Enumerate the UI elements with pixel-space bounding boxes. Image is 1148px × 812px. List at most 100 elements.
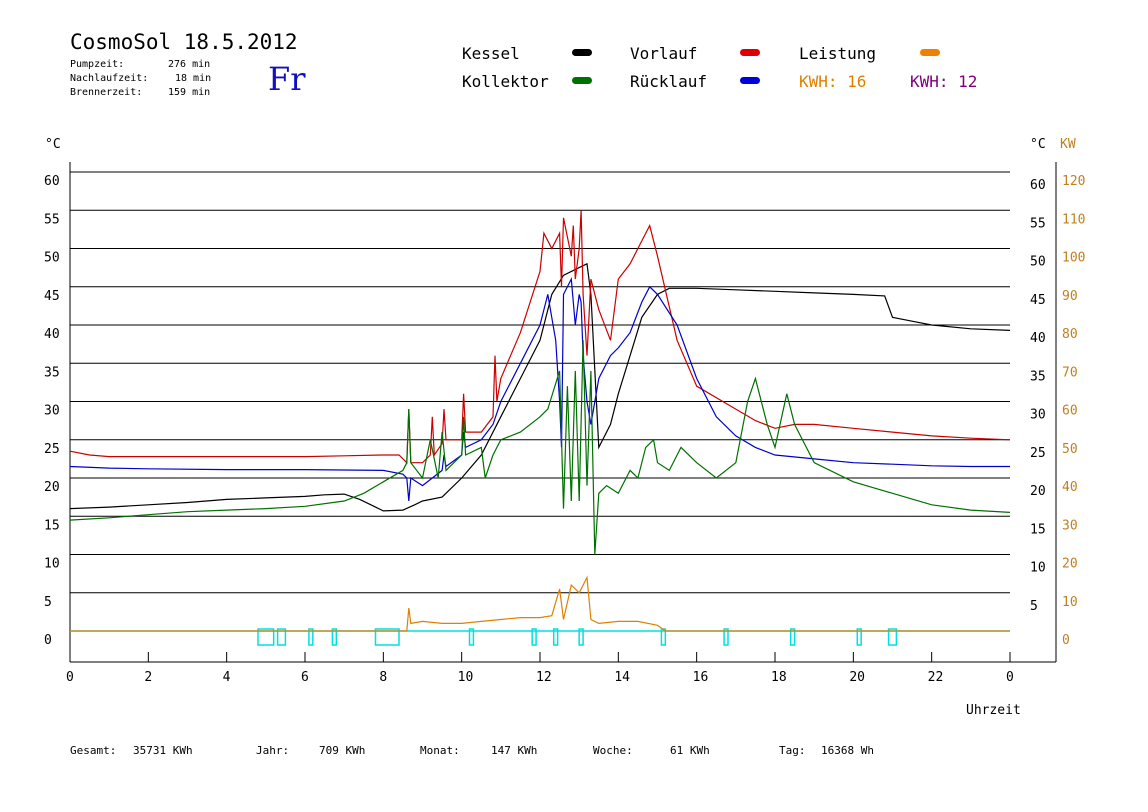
gesamt-value: 35731 KWh [133,744,193,757]
y-tick-label-left: 40 [44,327,60,342]
x-tick-label: 0 [66,670,74,685]
y-tick-label-right: 40 [1030,331,1046,346]
x-tick-label: 0 [1006,670,1014,685]
y-tick-label-right: 25 [1030,446,1046,461]
x-tick-label: 14 [614,670,630,685]
y-tick-label-power: 40 [1062,480,1078,495]
y-tick-label-right: 20 [1030,484,1046,499]
legend-ruecklauf-label: Rücklauf [630,72,708,91]
y-tick-label-power: 90 [1062,289,1078,304]
legend-leistung-label: Leistung [799,44,877,63]
y-tick-label-right: 55 [1030,216,1046,231]
legend-kwh-purple: KWH: 12 [910,72,978,91]
legend-kessel-label: Kessel [462,44,520,63]
pump-on-marker [887,628,898,646]
nachlaufzeit-value: 18 min [175,73,212,84]
gesamt-label: Gesamt: [70,744,117,757]
pump-on-marker [552,628,559,646]
x-tick-label: 12 [536,670,552,685]
y-tick-label-left: 25 [44,442,60,457]
y-axis-right-unit: °C [1030,137,1046,152]
legend-vorlauf-swatch [740,49,760,56]
y-tick-label-left: 30 [44,404,60,419]
monat-label: Monat: [420,744,460,757]
legend-kollektor-label: Kollektor [462,72,549,91]
tag-label: Tag: [779,744,806,757]
pump-on-marker [531,628,537,646]
pump-on-marker [257,628,275,646]
chart-title: CosmoSol 18.5.2012 [70,30,298,54]
pump-on-marker [856,628,862,646]
y-tick-label-left: 5 [44,595,52,610]
y-tick-label-power: 120 [1062,174,1085,189]
y-axis-left-unit: °C [45,137,61,152]
legend-leistung-swatch [920,49,940,56]
pump-on-marker [331,628,338,646]
y-tick-label-right: 30 [1030,408,1046,423]
y-tick-label-power: 80 [1062,327,1078,342]
monat-value: 147 KWh [491,744,538,757]
y-tick-label-right: 35 [1030,369,1046,384]
y-tick-label-right: 50 [1030,255,1046,270]
series-rcklauf-line [69,276,1010,502]
pump-on-marker [578,628,584,646]
y-tick-label-power: 0 [1062,633,1070,648]
legend-kessel-swatch [572,49,592,56]
jahr-value: 709 KWh [319,744,366,757]
pump-on-marker [308,628,314,646]
brennerzeit-label: Brennerzeit: [70,87,143,98]
y-axis-power-unit: KW [1060,137,1076,152]
series-leistung-line [70,575,1010,632]
brennerzeit-value: 159 min [168,87,211,98]
y-tick-label-left: 20 [44,480,60,495]
y-tick-label-right: 15 [1030,522,1046,537]
y-tick-label-left: 15 [44,518,60,533]
pump-on-marker [276,628,287,646]
y-tick-label-power: 60 [1062,404,1078,419]
x-tick-label: 10 [458,670,474,685]
y-tick-label-power: 30 [1062,518,1078,533]
legend-vorlauf-label: Vorlauf [630,44,698,63]
x-tick-label: 2 [144,670,152,685]
y-tick-label-power: 20 [1062,557,1078,572]
y-tick-label-left: 10 [44,557,60,572]
y-tick-label-left: 60 [44,174,60,189]
y-tick-label-left: 0 [44,633,52,648]
y-tick-label-left: 35 [44,365,60,380]
legend-kwh-orange: KWH: 16 [799,72,867,91]
y-tick-label-right: 5 [1030,599,1038,614]
pumpzeit-value: 276 min [168,59,211,70]
y-tick-label-right: 45 [1030,293,1046,308]
pump-on-marker [374,628,400,646]
y-tick-label-power: 10 [1062,595,1078,610]
nachlaufzeit-label: Nachlaufzeit: [70,73,149,84]
y-tick-label-left: 45 [44,289,60,304]
x-tick-label: 22 [928,670,944,685]
x-tick-label: 4 [223,670,231,685]
weekday-label: Fr [268,60,306,98]
series-kollektor-line [69,340,1011,555]
x-tick-label: 8 [379,670,387,685]
woche-value: 61 KWh [670,744,710,757]
pump-on-marker [468,628,475,646]
legend-kollektor-swatch [572,77,592,84]
y-tick-label-power: 70 [1062,365,1078,380]
jahr-label: Jahr: [256,744,290,757]
woche-label: Woche: [593,744,633,757]
x-tick-label: 20 [849,670,865,685]
y-tick-label-right: 10 [1030,561,1046,576]
x-tick-label: 16 [693,670,709,685]
x-tick-label: 18 [771,670,787,685]
y-tick-label-left: 55 [44,212,60,227]
y-tick-label-left: 50 [44,251,60,266]
series-kessel-line [69,262,1011,512]
tag-value: 16368 Wh [821,744,874,757]
y-tick-label-power: 110 [1062,212,1085,227]
y-tick-label-right: 60 [1030,178,1046,193]
x-tick-label: 6 [301,670,309,685]
y-tick-label-power: 50 [1062,442,1078,457]
pump-on-marker [789,628,796,646]
pump-on-marker [723,628,729,646]
x-axis-label: Uhrzeit [966,703,1021,718]
